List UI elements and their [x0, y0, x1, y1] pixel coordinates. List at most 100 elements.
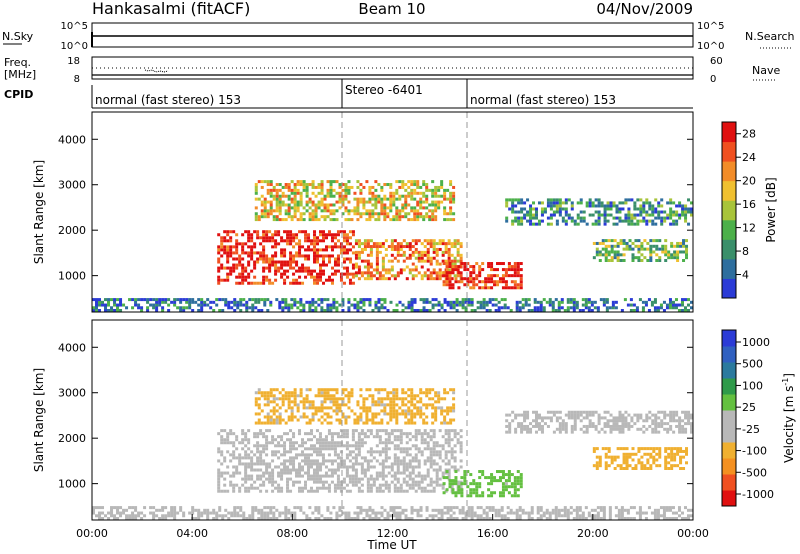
echo-cell [284, 506, 288, 510]
echo-cell [381, 259, 385, 263]
echo-cell [345, 236, 349, 240]
echo-cell [588, 419, 592, 423]
echo-cell [636, 413, 640, 417]
echo-cell [567, 213, 571, 217]
echo-cell [271, 245, 275, 249]
echo-cell [327, 260, 331, 264]
echo-cell [683, 517, 687, 520]
echo-cell [339, 450, 343, 454]
echo-cell [257, 508, 261, 512]
echo-cell [411, 435, 415, 439]
echo-cell [271, 239, 275, 243]
echo-cell [268, 239, 272, 243]
echo-cell [333, 489, 337, 493]
echo-cell [289, 489, 293, 493]
echo-cell [366, 262, 370, 266]
echo-cell [374, 415, 378, 419]
echo-cell [338, 185, 342, 189]
echo-cell [137, 511, 141, 515]
echo-cell [654, 416, 658, 420]
echo-cell [448, 262, 452, 266]
echo-cell [672, 410, 676, 414]
echo-cell [554, 506, 558, 510]
echo-cell [676, 256, 680, 260]
echo-cell [336, 456, 340, 460]
echo-cell [95, 306, 99, 310]
echo-cell [411, 477, 415, 481]
echo-cell [359, 511, 363, 515]
echo-cell [396, 447, 400, 451]
echo-cell [366, 465, 370, 469]
echo-cell [314, 194, 318, 198]
echo-cell [479, 517, 483, 520]
echo-cell [594, 410, 598, 414]
echo-cell [272, 409, 276, 413]
echo-cell [529, 222, 533, 226]
echo-cell [609, 424, 613, 428]
echo-cell [333, 444, 337, 448]
echo-cell [658, 447, 662, 451]
echo-cell [447, 468, 451, 472]
echo-cell [551, 300, 555, 304]
echo-cell [256, 462, 260, 466]
echo-cell [523, 410, 527, 414]
echo-cell [131, 506, 135, 510]
echo-cell [615, 424, 619, 428]
echo-cell [640, 247, 644, 251]
echo-cell [365, 514, 369, 518]
echo-cell [292, 432, 296, 436]
echo-cell [260, 212, 264, 216]
echo-cell [516, 265, 520, 269]
echo-cell [277, 450, 281, 454]
echo-cell [278, 303, 282, 307]
echo-cell [438, 483, 442, 487]
echo-cell [598, 241, 602, 245]
echo-cell [449, 197, 453, 201]
echo-cell [416, 203, 420, 207]
echo-cell [416, 212, 420, 216]
echo-cell [645, 413, 649, 417]
echo-cell [604, 244, 608, 248]
echo-cell [305, 203, 309, 207]
echo-cell [369, 429, 373, 433]
echo-cell [673, 452, 677, 456]
echo-cell [461, 506, 465, 510]
echo-cell [356, 506, 360, 510]
echo-cell [329, 406, 333, 410]
echo-cell [669, 419, 673, 423]
echo-cell [381, 265, 385, 269]
echo-cell [389, 508, 393, 512]
echo-cell [460, 494, 464, 498]
echo-cell [332, 194, 336, 198]
echo-cell [371, 194, 375, 198]
echo-cell [600, 201, 604, 205]
echo-cell [511, 198, 515, 202]
echo-cell [383, 306, 387, 310]
echo-cell [435, 471, 439, 475]
echo-cell [125, 508, 129, 512]
echo-cell [428, 188, 432, 192]
echo-cell [254, 508, 258, 512]
echo-cell [649, 244, 653, 248]
echo-cell [384, 480, 388, 484]
echo-cell [643, 464, 647, 468]
echo-cell [236, 303, 240, 307]
echo-cell [447, 250, 451, 254]
echo-cell [257, 298, 261, 302]
echo-cell [672, 222, 676, 226]
echo-cell [320, 406, 324, 410]
echo-cell [247, 429, 251, 433]
echo-cell [447, 438, 451, 442]
echo-cell [321, 438, 325, 442]
echo-cell [319, 272, 323, 276]
echo-cell [552, 210, 556, 214]
echo-cell [220, 239, 224, 243]
velocity-echo-layer [92, 388, 694, 520]
echo-cell [301, 459, 305, 463]
echo-cell [271, 483, 275, 487]
echo-cell [272, 506, 276, 510]
echo-cell [536, 511, 540, 515]
echo-cell [344, 185, 348, 189]
echo-cell [179, 306, 183, 310]
echo-cell [235, 281, 239, 285]
